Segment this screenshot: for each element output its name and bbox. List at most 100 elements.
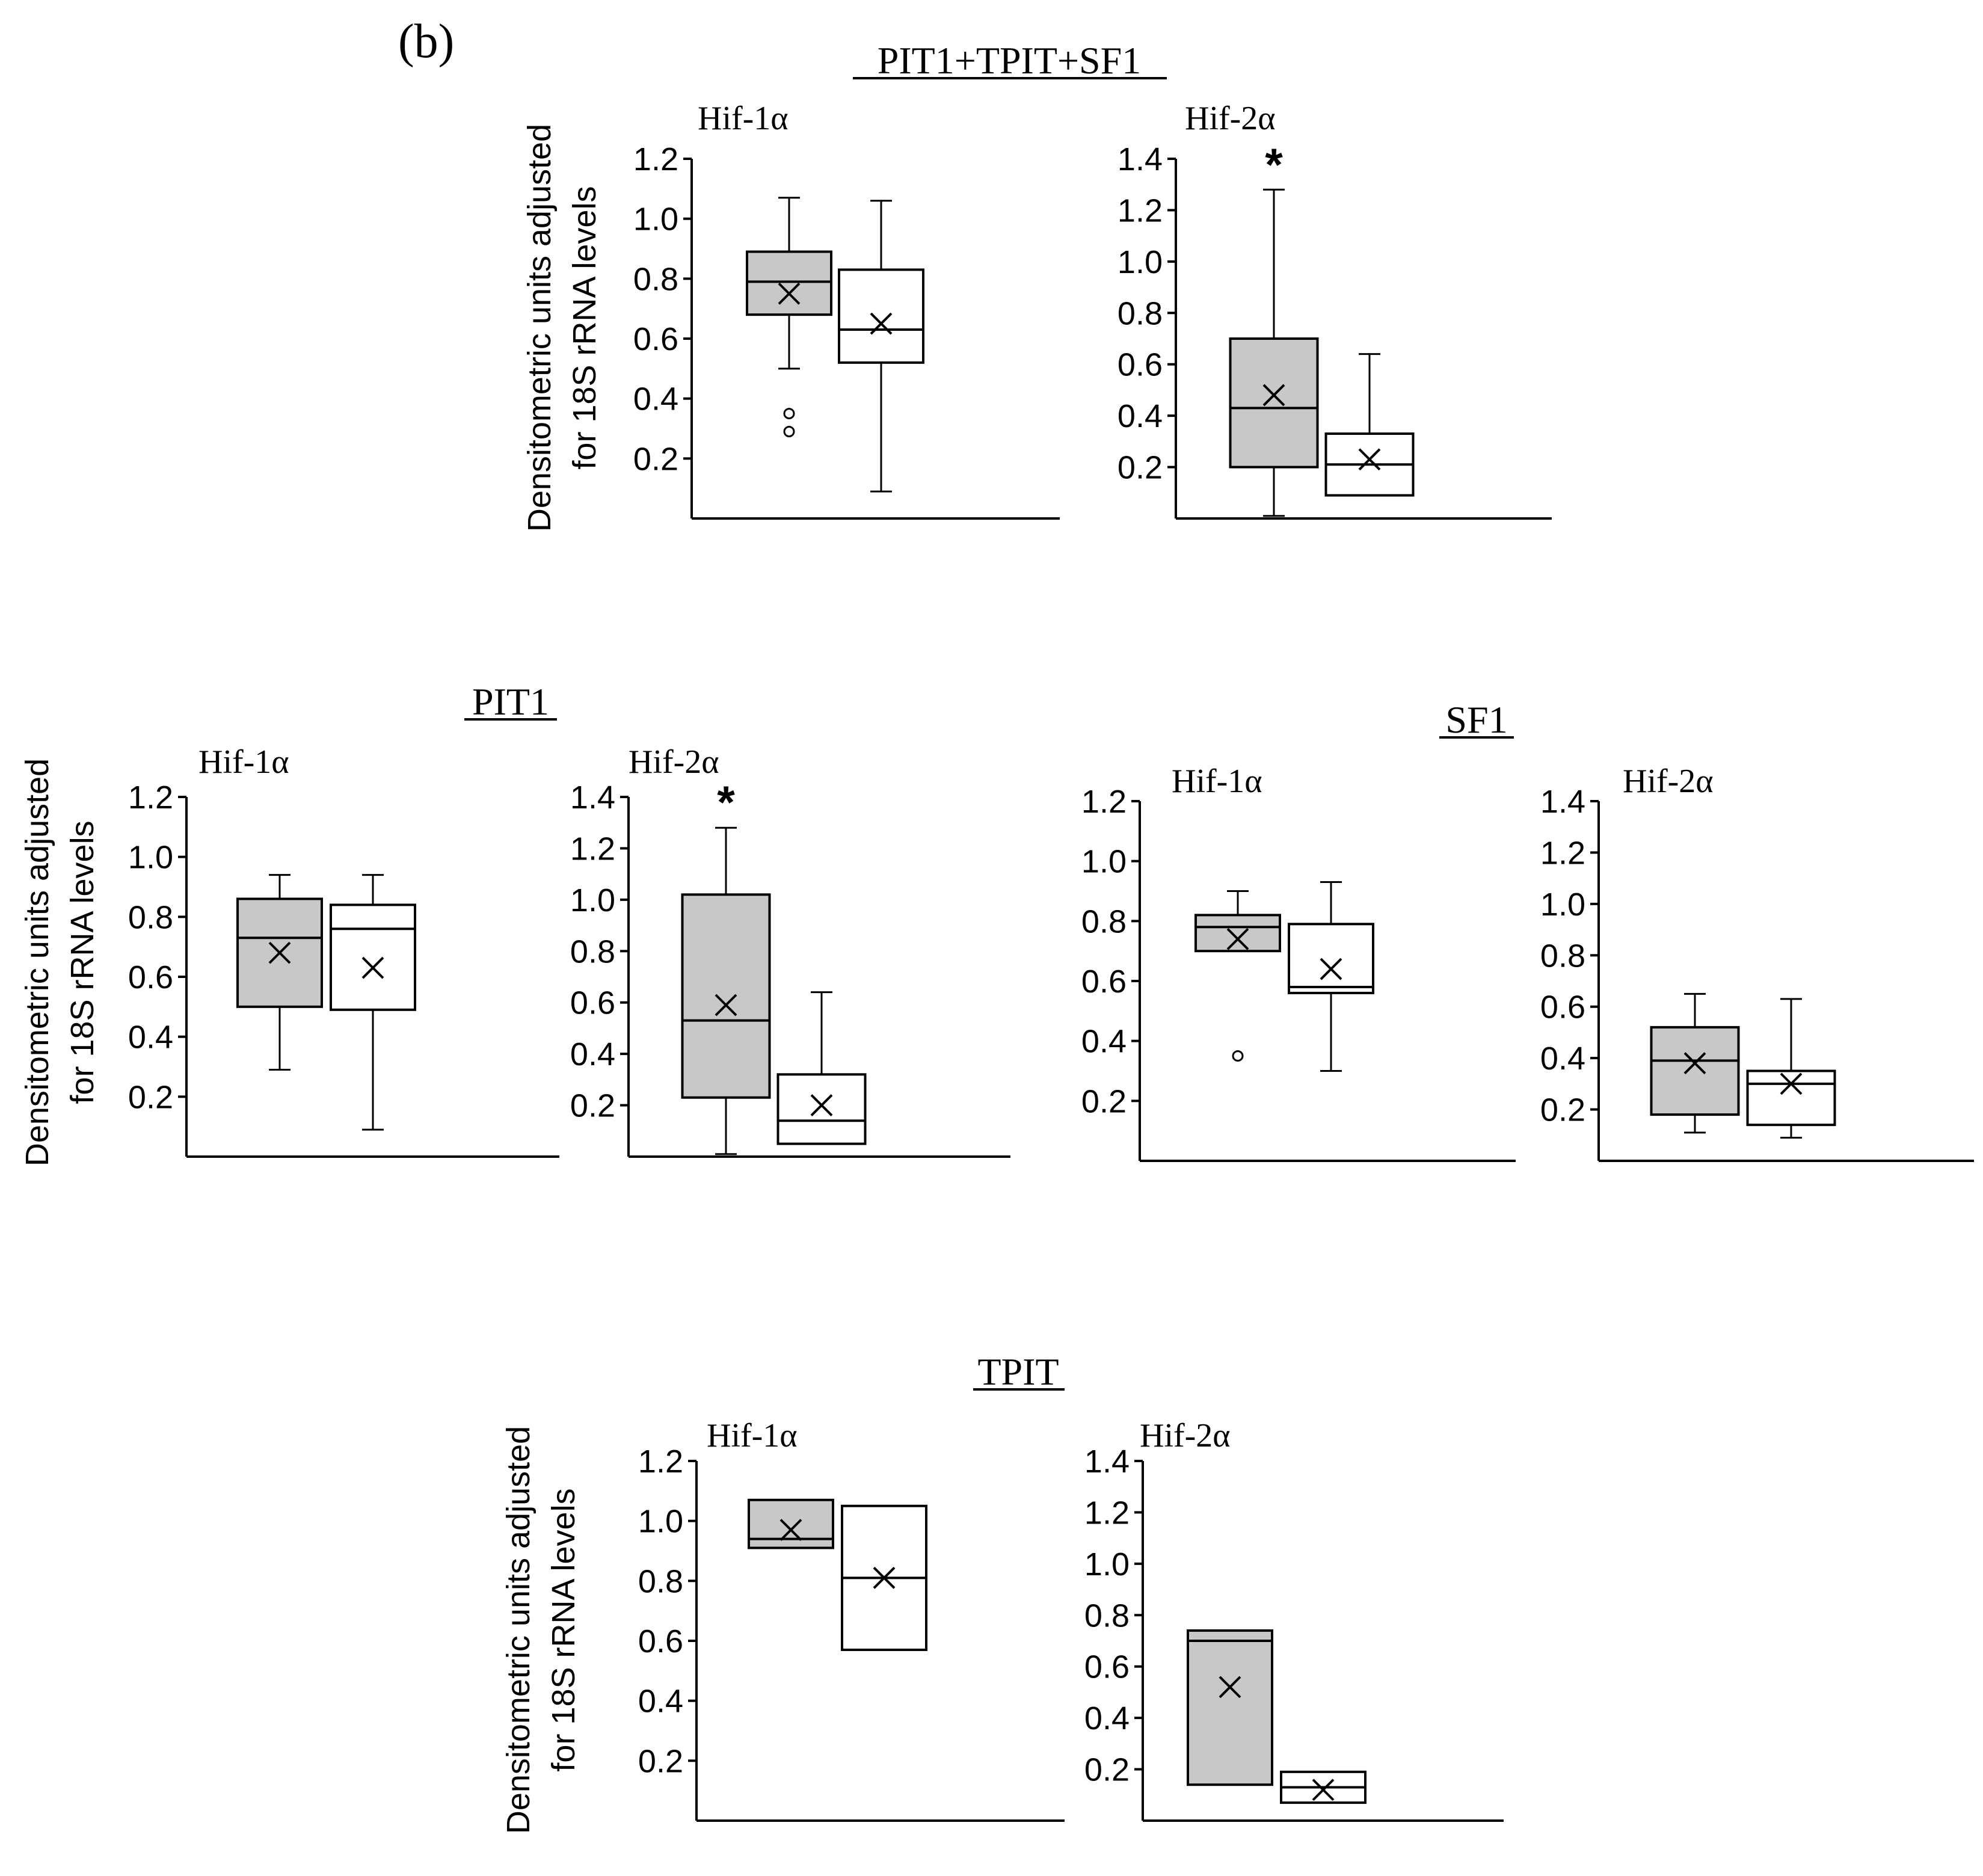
box-iqr	[1650, 1026, 1740, 1116]
y-tick-label: 1.0	[1081, 844, 1127, 880]
group-title-tpit: TPIT	[977, 1350, 1059, 1393]
y-tick-label: 1.4	[1084, 1444, 1130, 1480]
box-iqr	[1229, 337, 1319, 469]
significance-star: *	[1265, 140, 1283, 191]
mean-marker	[1226, 927, 1249, 950]
y-tick-label: 0.6	[1118, 347, 1163, 383]
mean-marker	[810, 1094, 833, 1116]
plot-pit1-tpit-sf1-hif2a: Hif-2α 0.2 0.4 0.6 0.8 1.0 1.2 1.4 *	[1118, 100, 1552, 520]
y-tick-label: 1.0	[1118, 244, 1163, 280]
box-iqr	[330, 903, 416, 1011]
subplot-title: Hif-2α	[1623, 763, 1714, 800]
outlier-point	[783, 408, 795, 420]
y-tick-label: 0.4	[1540, 1041, 1585, 1077]
outlier-point	[1232, 1050, 1244, 1062]
y-tick-label: 1.2	[570, 831, 615, 867]
y-tick-label: 0.2	[638, 1743, 683, 1779]
y-tick-label: 1.2	[1081, 784, 1127, 820]
y-tick-label: 1.2	[1118, 192, 1163, 229]
subplot-title: Hif-2α	[1140, 1417, 1231, 1454]
y-tick-label: 0.8	[128, 899, 173, 935]
y-axis-label: for 18S rRNA levels	[64, 820, 100, 1104]
box-iqr	[681, 893, 771, 1099]
y-tick-label: 1.0	[638, 1504, 683, 1540]
y-tick-label: 0.6	[1084, 1649, 1130, 1685]
y-tick-label: 0.6	[1081, 964, 1127, 1000]
plot-tpit-hif1a: Hif-1α 0.2 0.4 0.6 0.8 1.0 1.2	[638, 1417, 1065, 1822]
box-iqr	[1194, 914, 1281, 953]
group-title-pit1-tpit-sf1: PIT1+TPIT+SF1	[878, 39, 1141, 82]
y-tick-label: 0.4	[1118, 398, 1163, 434]
box-iqr	[776, 1073, 867, 1145]
mean-marker	[1219, 1676, 1241, 1699]
y-tick-label: 0.6	[128, 959, 173, 995]
y-tick-label: 0.2	[633, 441, 678, 477]
mean-marker	[1262, 384, 1285, 407]
y-tick-label: 1.2	[638, 1444, 683, 1480]
y-tick-label: 0.4	[128, 1019, 173, 1056]
y-axis-label: Densitometric units adjusted	[19, 758, 55, 1166]
mean-marker	[1358, 448, 1381, 471]
y-tick-label: 1.2	[633, 141, 678, 177]
y-tick-label: 0.2	[1118, 450, 1163, 486]
plot-pit1-hif2a: Hif-2α 0.2 0.4 0.6 0.8 1.0 1.2 1.4 *	[570, 743, 1010, 1158]
box-iqr	[1288, 923, 1374, 994]
y-tick-label: 0.8	[633, 261, 678, 297]
y-tick-label: 1.0	[1084, 1546, 1130, 1582]
y-axis-label: Densitometric units adjusted	[500, 1426, 536, 1834]
subplot-title: Hif-1α	[1172, 763, 1262, 800]
mean-marker	[1683, 1052, 1706, 1075]
y-tick-label: 0.6	[633, 321, 678, 357]
y-tick-label: 0.6	[1540, 989, 1585, 1026]
y-tick-label: 1.4	[570, 780, 615, 816]
y-tick-label: 0.8	[1084, 1598, 1130, 1634]
plot-pit1-hif1a: Hif-1α 0.2 0.4 0.6 0.8 1.0 1.2	[128, 743, 559, 1158]
y-tick-label: 0.8	[570, 933, 615, 970]
y-tick-label: 1.0	[1540, 887, 1585, 923]
y-tick-label: 0.4	[1084, 1700, 1130, 1736]
box-iqr	[838, 268, 924, 364]
mean-marker	[870, 312, 893, 335]
y-tick-label: 1.4	[1118, 141, 1163, 177]
box-iqr	[1746, 1069, 1836, 1127]
y-tick-label: 0.4	[1081, 1024, 1127, 1060]
y-tick-label: 0.4	[633, 381, 678, 417]
mean-marker	[1312, 1779, 1335, 1801]
y-tick-label: 0.2	[570, 1088, 615, 1124]
y-tick-label: 1.4	[1540, 784, 1585, 820]
subplot-title: Hif-2α	[1185, 100, 1276, 137]
y-tick-label: 0.8	[1118, 295, 1163, 331]
y-tick-label: 0.2	[1084, 1752, 1130, 1788]
y-tick-label: 1.2	[1540, 835, 1585, 871]
subplot-title: Hif-1α	[698, 100, 789, 137]
outlier-point	[783, 425, 795, 437]
y-tick-label: 0.8	[1540, 938, 1585, 974]
mean-marker	[268, 941, 291, 964]
y-axis-label: for 18S rRNA levels	[546, 1488, 582, 1771]
significance-star: *	[717, 777, 735, 828]
plot-tpit-hif2a: Hif-2α 0.2 0.4 0.6 0.8 1.0 1.2 1.4	[1084, 1417, 1504, 1822]
y-tick-label: 1.0	[633, 201, 678, 238]
y-tick-label: 0.4	[638, 1684, 683, 1720]
box-iqr	[1187, 1629, 1273, 1786]
y-tick-label: 1.2	[128, 780, 173, 816]
y-tick-label: 1.0	[128, 840, 173, 876]
y-axis-label: Densitometric units adjusted	[521, 124, 558, 532]
panel-label: (b)	[398, 15, 454, 68]
subplot-title: Hif-1α	[707, 1417, 798, 1454]
y-tick-label: 0.6	[638, 1623, 683, 1659]
box-iqr	[746, 250, 832, 316]
mean-marker	[778, 282, 801, 305]
plot-sf1-hif1a: Hif-1α 0.2 0.4 0.6 0.8 1.0 1.2	[1081, 763, 1516, 1162]
subplot-title: Hif-2α	[629, 743, 719, 781]
y-tick-label: 0.4	[570, 1036, 615, 1072]
y-tick-label: 1.0	[570, 882, 615, 918]
mean-marker	[873, 1566, 896, 1589]
mean-marker	[715, 994, 737, 1016]
y-tick-label: 0.2	[1540, 1092, 1585, 1128]
group-title-pit1: PIT1	[472, 680, 549, 723]
mean-marker	[1780, 1072, 1803, 1095]
mean-marker	[1320, 958, 1342, 980]
plot-sf1-hif2a: Hif-2α 0.2 0.4 0.6 0.8 1.0 1.2 1.4	[1540, 763, 1974, 1162]
